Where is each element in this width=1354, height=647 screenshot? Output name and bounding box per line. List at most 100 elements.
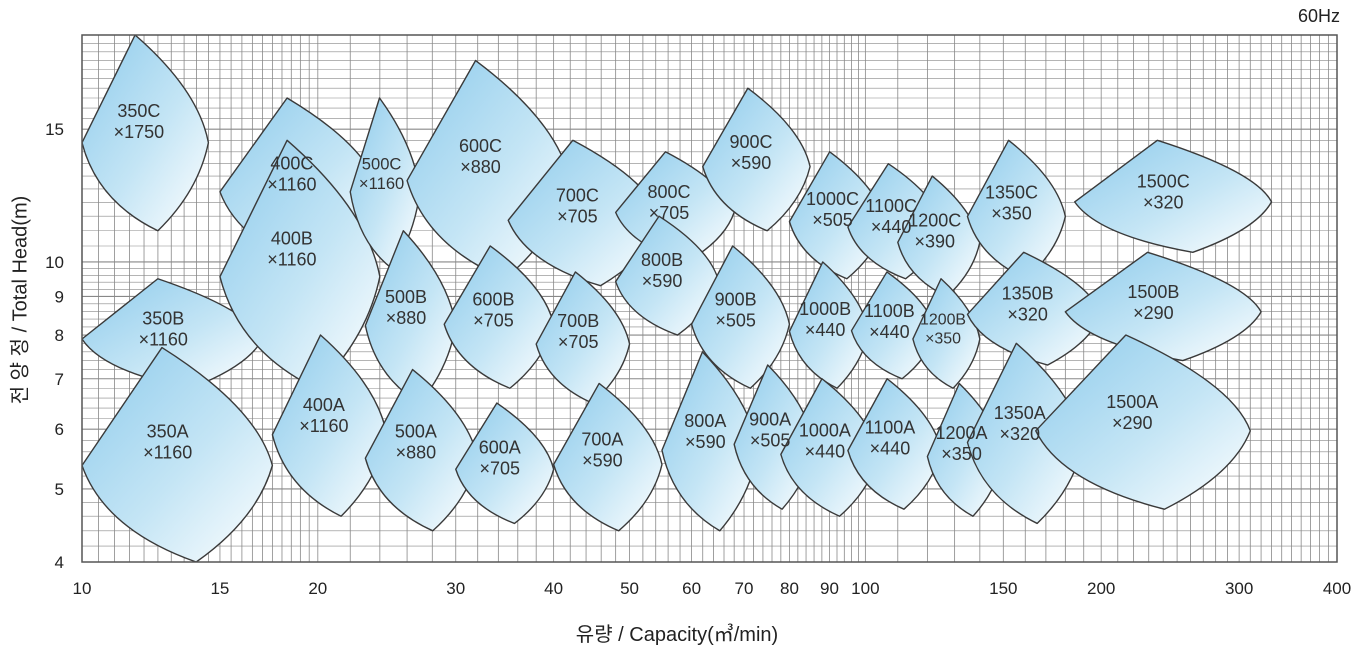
x-tick-label: 70 [735, 579, 754, 598]
pump-envelope [788, 261, 870, 389]
pump-envelope [1064, 251, 1262, 362]
envelope-speed-label: ×320 [1007, 305, 1048, 325]
envelope-speed-label: ×705 [480, 459, 521, 479]
envelope-model-label: 1000B [799, 299, 851, 319]
pump-envelope [535, 271, 631, 404]
pump-envelope [614, 151, 735, 263]
frequency-label: 60Hz [1297, 6, 1340, 26]
pump-envelope [82, 278, 264, 389]
x-tick-label: 50 [620, 579, 639, 598]
axis-ticks: 10 15 20 30 40 50 60 70 80 90 100 150 200 300 400 4 5 6 7 8… [45, 120, 1351, 598]
envelope-speed-label: ×590 [642, 271, 683, 291]
envelope-model-label: 1100C [865, 196, 917, 216]
pump-envelope [966, 251, 1102, 366]
envelope-model-label: 400A [303, 395, 345, 415]
pump-envelope [349, 97, 421, 270]
envelope-model-label: 500A [395, 421, 437, 441]
x-tick-label: 60 [682, 579, 701, 598]
envelope-speed-label: ×1160 [359, 174, 404, 193]
envelope-model-label: 400C [270, 154, 313, 174]
envelope-model-label: 600A [479, 438, 521, 458]
y-tick-label: 6 [55, 420, 64, 439]
pump-envelope [552, 382, 663, 532]
envelope-speed-label: ×320 [1143, 192, 1184, 212]
x-tick-label: 100 [851, 579, 879, 598]
envelope-model-label: 800C [647, 182, 690, 202]
envelope-speed-label: ×705 [557, 206, 598, 226]
envelope-model-label: 1350B [1002, 284, 1054, 304]
pump-envelope [847, 378, 942, 510]
pump-envelope [966, 139, 1067, 280]
x-tick-label: 150 [989, 579, 1017, 598]
pump-envelope [455, 402, 555, 525]
envelope-model-label: 1350C [985, 182, 1038, 202]
envelope-speed-label: ×880 [396, 442, 437, 462]
y-tick-label: 8 [55, 326, 64, 345]
pump-envelope [82, 346, 274, 562]
pump-envelope [219, 139, 381, 389]
envelope-model-label: 800B [641, 250, 683, 270]
y-tick-label: 15 [45, 120, 64, 139]
pump-envelope [912, 278, 981, 389]
envelope-model-label: 800A [684, 411, 726, 431]
envelope-speed-label: ×350 [941, 444, 982, 464]
envelope-speed-label: ×350 [925, 331, 961, 348]
envelope-speed-label: ×440 [869, 322, 910, 342]
envelope-speed-label: ×440 [805, 441, 846, 461]
envelope-model-label: 1500B [1127, 282, 1179, 302]
envelope-model-label: 500C [362, 155, 402, 174]
pump-envelope [1035, 334, 1251, 510]
envelope-speed-label: ×705 [558, 332, 599, 352]
envelope-model-label: 700B [557, 311, 599, 331]
envelope-labels: 350C×1750350B×1160350A×1160400C×1160400B… [114, 101, 1190, 478]
y-tick-label: 9 [55, 287, 64, 306]
envelope-speed-label: ×440 [871, 217, 912, 237]
envelope-speed-label: ×590 [731, 153, 772, 173]
envelope-model-label: 400B [271, 228, 313, 248]
envelope-speed-label: ×505 [812, 210, 853, 230]
x-tick-label: 200 [1087, 579, 1115, 598]
envelope-speed-label: ×880 [460, 157, 501, 177]
pump-envelope [702, 87, 811, 232]
envelope-model-label: 350A [147, 422, 189, 442]
envelope-speed-label: ×505 [750, 431, 791, 451]
envelope-speed-label: ×1750 [114, 122, 165, 142]
envelope-model-label: 1200C [908, 211, 961, 231]
envelope-model-label: 600C [459, 136, 502, 156]
envelope-model-label: 350C [117, 101, 160, 121]
envelope-model-label: 500B [385, 287, 427, 307]
envelope-model-label: 1500A [1106, 392, 1158, 412]
envelope-model-label: 1200B [920, 312, 966, 329]
envelope-speed-label: ×440 [870, 439, 911, 459]
envelope-speed-label: ×1160 [143, 443, 192, 463]
envelope-speed-label: ×440 [805, 320, 846, 340]
envelope-speed-label: ×390 [914, 232, 955, 252]
envelope-model-label: 1200A [936, 423, 988, 443]
pump-envelope [364, 368, 479, 532]
pump-envelope [1073, 139, 1273, 253]
envelope-speed-label: ×1160 [267, 175, 316, 195]
envelope-model-label: 700C [556, 185, 599, 205]
envelope-speed-label: ×705 [649, 203, 690, 223]
envelope-speed-label: ×320 [1000, 424, 1041, 444]
envelope-speed-label: ×880 [386, 308, 427, 328]
envelope-model-label: 1000C [806, 189, 859, 209]
pump-envelope [661, 351, 759, 532]
y-axis-label: 전 양 정 / Total Head(m) [9, 195, 32, 405]
pump-envelope [364, 230, 457, 404]
envelope-speed-label: ×290 [1133, 303, 1174, 323]
x-tick-label: 10 [73, 579, 92, 598]
envelope-speed-label: ×505 [715, 311, 756, 331]
x-tick-label: 15 [210, 579, 229, 598]
envelope-speed-label: ×705 [473, 311, 514, 331]
y-tick-label: 4 [55, 553, 64, 572]
envelope-model-label: 1500C [1137, 171, 1190, 191]
x-tick-label: 300 [1225, 579, 1253, 598]
x-tick-label: 40 [544, 579, 563, 598]
envelope-model-label: 1000A [799, 420, 851, 440]
envelope-model-label: 900A [749, 410, 791, 430]
envelope-model-label: 1100B [864, 301, 915, 321]
envelope-speed-label: ×590 [685, 432, 726, 452]
pump-envelope [82, 35, 210, 232]
